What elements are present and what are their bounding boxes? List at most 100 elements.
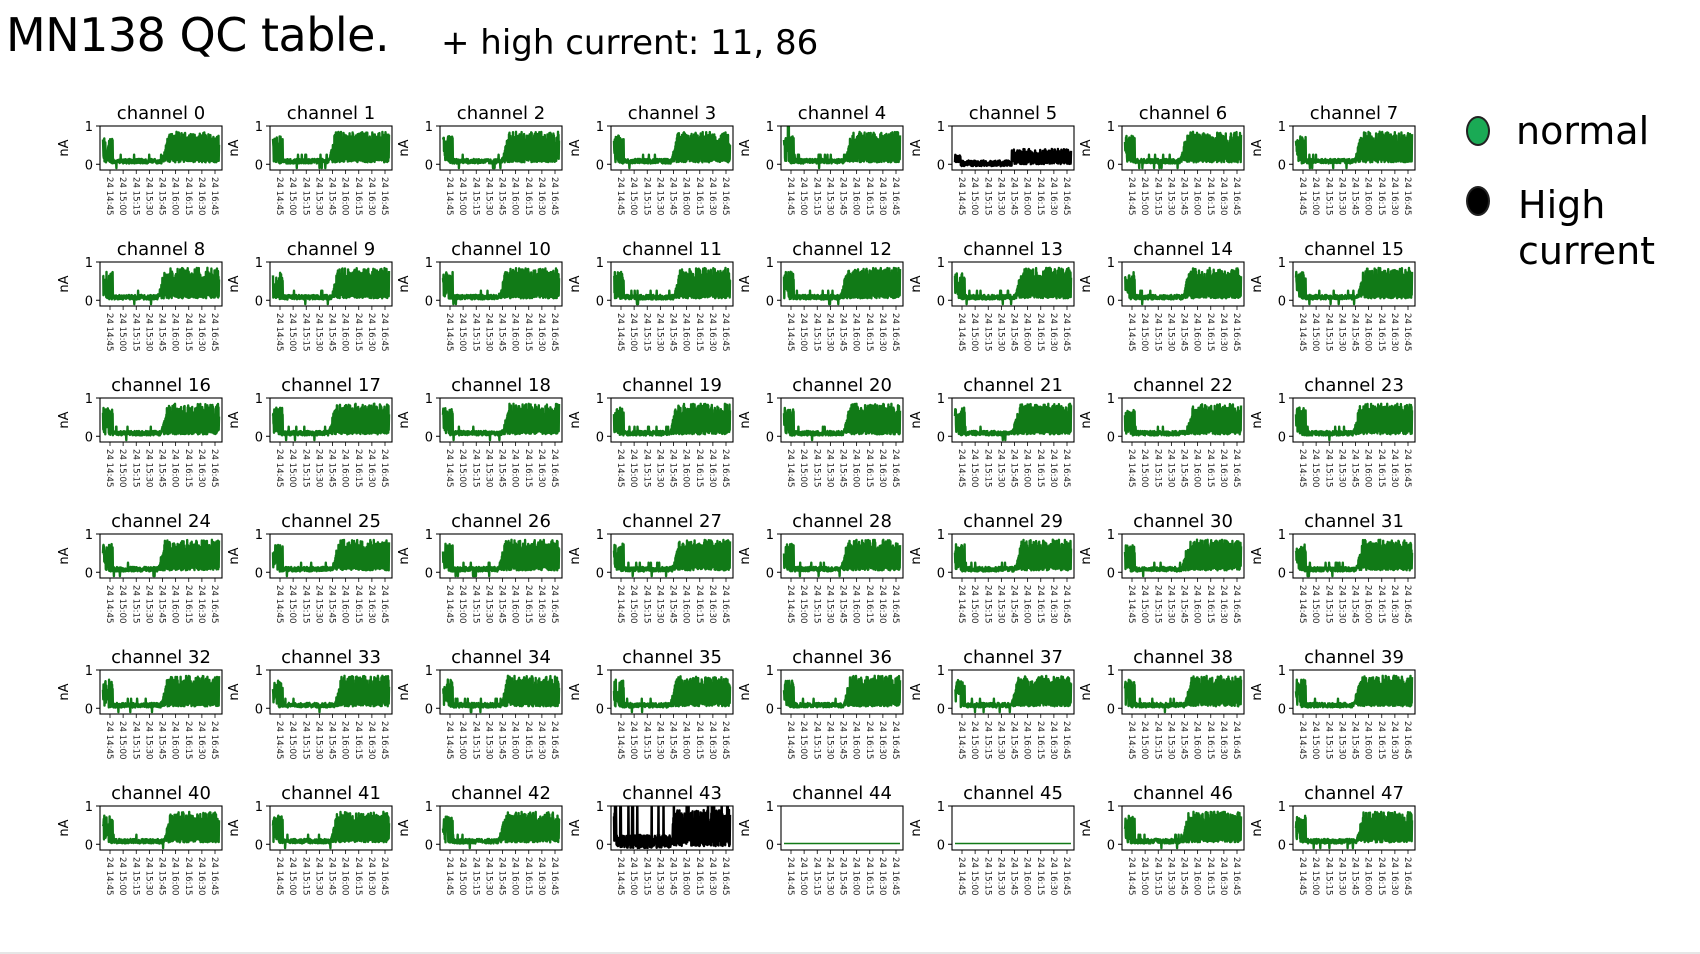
y-tick-label: 1	[766, 664, 774, 679]
x-tick-label: 24 14:45	[1126, 857, 1136, 895]
x-tick-label: 24 16:00	[1363, 313, 1373, 351]
x-tick-label: 24 14:45	[444, 449, 454, 487]
x-tick-label: 24 16:30	[1389, 721, 1399, 759]
x-tick-label: 24 15:45	[1009, 313, 1019, 351]
x-tick-label: 24 16:30	[1048, 721, 1058, 759]
x-tick-label: 24 15:30	[313, 721, 323, 759]
x-tick-label: 24 16:15	[523, 177, 533, 215]
x-tick-label: 24 16:15	[864, 313, 874, 351]
x-tick-label: 24 16:00	[510, 857, 520, 895]
panel-frame	[610, 533, 734, 579]
x-tick-label: 24 15:00	[798, 857, 808, 895]
x-tick-label: 24 15:00	[798, 585, 808, 623]
panel-frame	[951, 397, 1075, 443]
panel-frame	[269, 805, 393, 851]
x-tick-label: 24 15:30	[143, 857, 153, 895]
y-tick-label: 1	[425, 800, 433, 815]
x-tick-label: 24 15:45	[1009, 449, 1019, 487]
y-axis-label: nA	[738, 275, 753, 292]
panel-title: channel 40	[111, 783, 211, 804]
y-tick-label: 0	[425, 566, 433, 581]
y-tick-label: 0	[766, 702, 774, 717]
x-tick-label: 24 15:45	[1350, 721, 1360, 759]
panel-frame	[780, 533, 904, 579]
channel-series-line	[782, 126, 902, 170]
x-tick-label: 24 14:45	[104, 449, 114, 487]
y-tick-label: 1	[596, 392, 604, 407]
panel-frame	[1121, 805, 1245, 851]
y-axis-label: nA	[1079, 683, 1094, 700]
x-tick-label: 24 14:45	[274, 449, 284, 487]
x-tick-label: 24 15:30	[654, 177, 664, 215]
x-tick-label: 24 16:30	[1048, 449, 1058, 487]
x-tick-label: 24 16:45	[379, 585, 389, 623]
x-tick-label: 24 15:30	[1165, 857, 1175, 895]
x-tick-label: 24 15:15	[130, 585, 140, 623]
y-tick-label: 0	[85, 702, 93, 717]
panel-title: channel 4	[798, 103, 886, 124]
y-axis-label: nA	[1250, 275, 1265, 292]
x-tick-label: 24 16:00	[681, 313, 691, 351]
x-tick-label: 24 16:15	[353, 449, 363, 487]
x-tick-label: 24 16:00	[340, 857, 350, 895]
x-tick-label: 24 16:00	[851, 449, 861, 487]
panel-title: channel 27	[622, 511, 722, 532]
legend-dot-high-current	[1466, 186, 1490, 216]
x-tick-label: 24 15:00	[628, 313, 638, 351]
panel-title: channel 6	[1139, 103, 1227, 124]
y-tick-label: 0	[1107, 702, 1115, 717]
x-tick-label: 24 16:15	[694, 313, 704, 351]
channel-series-line	[441, 810, 561, 850]
channel-series-line	[441, 674, 561, 714]
x-tick-label: 24 16:45	[549, 857, 559, 895]
x-tick-label: 24 16:00	[170, 449, 180, 487]
x-tick-label: 24 16:45	[1231, 449, 1241, 487]
y-axis-label: nA	[568, 275, 583, 292]
x-tick-label: 24 15:30	[824, 313, 834, 351]
panel-frame	[99, 125, 223, 171]
x-tick-label: 24 15:30	[654, 721, 664, 759]
x-tick-label: 24 14:45	[444, 585, 454, 623]
y-tick-label: 1	[1107, 256, 1115, 271]
x-tick-label: 24 16:45	[209, 313, 219, 351]
y-axis-label: nA	[1250, 411, 1265, 428]
x-tick-label: 24 15:00	[1139, 721, 1149, 759]
x-tick-label: 24 15:30	[1165, 177, 1175, 215]
y-tick-label: 0	[596, 430, 604, 445]
x-tick-label: 24 15:30	[143, 449, 153, 487]
legend-dot-normal	[1466, 116, 1490, 146]
x-tick-label: 24 14:45	[1297, 721, 1307, 759]
y-axis-label: nA	[909, 819, 924, 836]
x-tick-label: 24 15:30	[654, 449, 664, 487]
x-tick-label: 24 16:15	[183, 177, 193, 215]
x-tick-label: 24 15:15	[641, 585, 651, 623]
panel-title: channel 7	[1310, 103, 1398, 124]
x-tick-label: 24 15:30	[995, 857, 1005, 895]
x-tick-label: 24 14:45	[615, 721, 625, 759]
x-tick-label: 24 16:30	[1218, 177, 1228, 215]
x-tick-label: 24 15:45	[157, 721, 167, 759]
y-tick-label: 1	[766, 392, 774, 407]
x-tick-label: 24 16:30	[877, 449, 887, 487]
x-tick-label: 24 16:45	[209, 177, 219, 215]
panel-frame	[99, 261, 223, 307]
y-tick-label: 0	[937, 838, 945, 853]
channel-series-line	[953, 402, 1073, 442]
x-tick-label: 24 15:30	[654, 585, 664, 623]
x-tick-label: 24 15:00	[969, 177, 979, 215]
x-tick-label: 24 14:45	[785, 449, 795, 487]
x-tick-label: 24 16:30	[196, 313, 206, 351]
x-tick-label: 24 15:15	[470, 313, 480, 351]
x-tick-label: 24 15:30	[995, 313, 1005, 351]
y-tick-label: 1	[1278, 528, 1286, 543]
x-tick-label: 24 15:15	[300, 449, 310, 487]
x-tick-label: 24 15:30	[483, 449, 493, 487]
x-tick-label: 24 16:15	[864, 857, 874, 895]
